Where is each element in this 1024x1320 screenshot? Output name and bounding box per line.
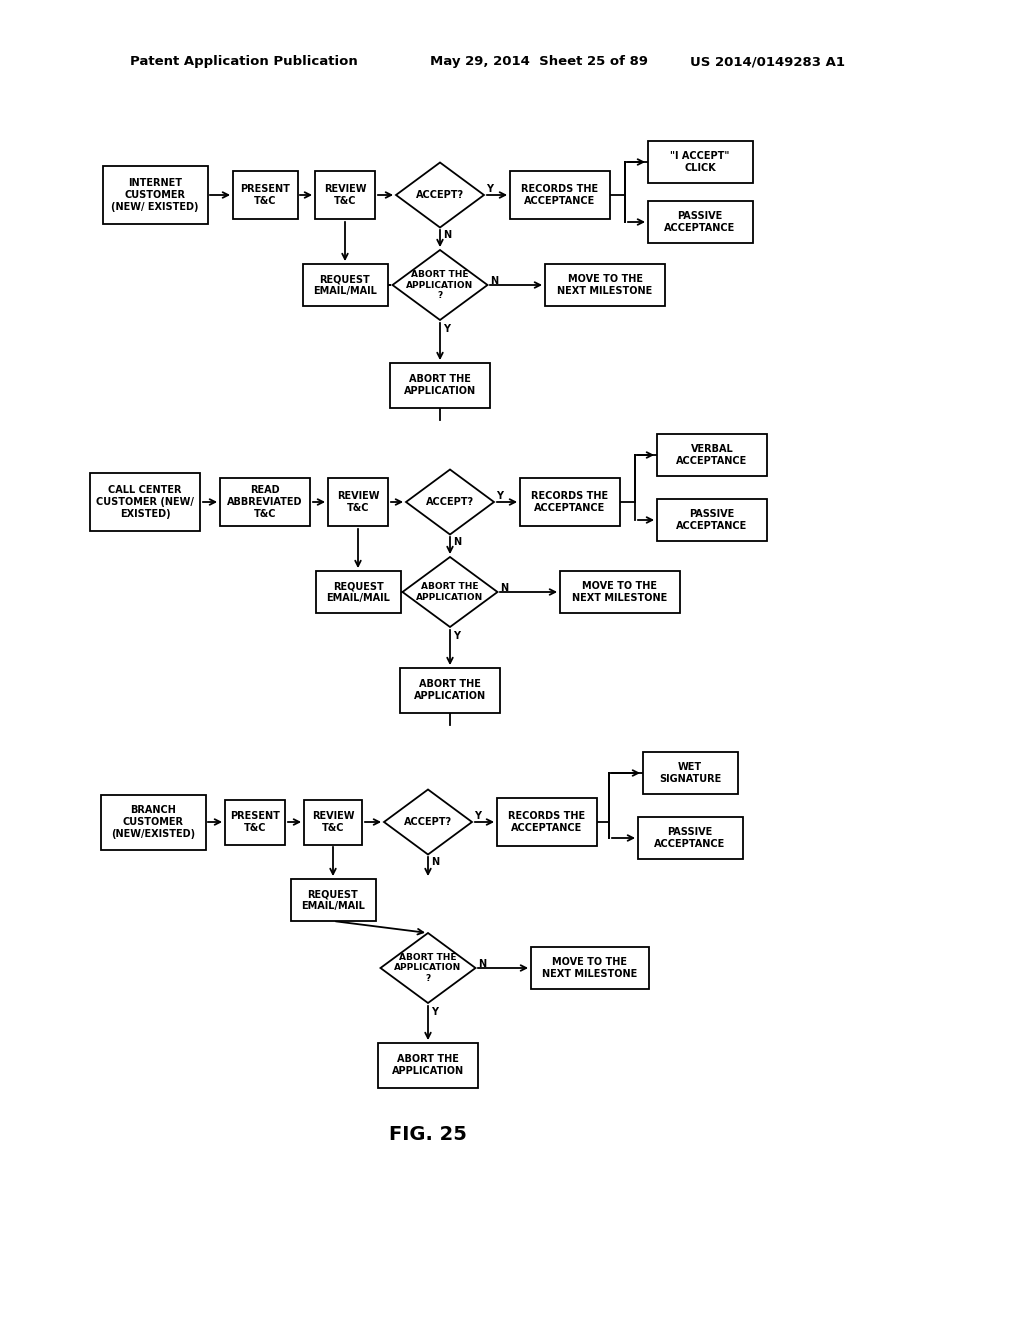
Bar — [90, 473, 200, 531]
Bar — [302, 264, 387, 306]
Bar — [647, 201, 753, 243]
Bar — [560, 572, 680, 612]
Bar — [220, 478, 310, 525]
Text: REVIEW
T&C: REVIEW T&C — [311, 812, 354, 833]
Text: N: N — [431, 857, 439, 867]
Text: N: N — [443, 230, 452, 240]
Text: PASSIVE
ACCEPTANCE: PASSIVE ACCEPTANCE — [665, 211, 735, 232]
Bar — [642, 752, 737, 795]
Text: MOVE TO THE
NEXT MILESTONE: MOVE TO THE NEXT MILESTONE — [543, 957, 638, 979]
Polygon shape — [392, 249, 487, 319]
Text: PRESENT
T&C: PRESENT T&C — [230, 812, 280, 833]
Text: PASSIVE
ACCEPTANCE: PASSIVE ACCEPTANCE — [654, 828, 726, 849]
Text: READ
ABBREVIATED
T&C: READ ABBREVIATED T&C — [227, 486, 303, 519]
Bar — [304, 800, 362, 845]
Text: ABORT THE
APPLICATION: ABORT THE APPLICATION — [414, 680, 486, 701]
Text: ABORT THE
APPLICATION
?: ABORT THE APPLICATION ? — [394, 953, 462, 983]
Bar — [232, 172, 298, 219]
Text: REVIEW
T&C: REVIEW T&C — [324, 185, 367, 206]
Bar — [400, 668, 500, 713]
Text: ACCEPT?: ACCEPT? — [426, 498, 474, 507]
Bar — [545, 264, 665, 306]
Text: BRANCH
CUSTOMER
(NEW/EXISTED): BRANCH CUSTOMER (NEW/EXISTED) — [111, 805, 195, 838]
Bar — [315, 172, 375, 219]
Text: REQUEST
EMAIL/MAIL: REQUEST EMAIL/MAIL — [313, 275, 377, 296]
Bar — [657, 434, 767, 477]
Text: Y: Y — [443, 323, 450, 334]
Polygon shape — [384, 789, 472, 854]
Bar — [100, 795, 206, 850]
Bar — [378, 1043, 478, 1088]
Text: CALL CENTER
CUSTOMER (NEW/
EXISTED): CALL CENTER CUSTOMER (NEW/ EXISTED) — [96, 486, 194, 519]
Bar — [225, 800, 285, 845]
Text: RECORDS THE
ACCEPTANCE: RECORDS THE ACCEPTANCE — [521, 185, 599, 206]
Text: RECORDS THE
ACCEPTANCE: RECORDS THE ACCEPTANCE — [531, 491, 608, 512]
Text: PRESENT
T&C: PRESENT T&C — [240, 185, 290, 206]
Text: PASSIVE
ACCEPTANCE: PASSIVE ACCEPTANCE — [677, 510, 748, 531]
Text: ACCEPT?: ACCEPT? — [416, 190, 464, 201]
Bar — [328, 478, 388, 525]
Text: ABORT THE
APPLICATION: ABORT THE APPLICATION — [403, 374, 476, 396]
Text: ACCEPT?: ACCEPT? — [403, 817, 452, 828]
Polygon shape — [402, 557, 498, 627]
Bar — [531, 946, 649, 989]
Bar — [390, 363, 490, 408]
Text: FIG. 25: FIG. 25 — [389, 1126, 467, 1144]
Polygon shape — [381, 933, 475, 1003]
Text: WET
SIGNATURE: WET SIGNATURE — [658, 762, 721, 784]
Text: Y: Y — [453, 631, 460, 642]
Text: N: N — [490, 276, 498, 286]
Text: VERBAL
ACCEPTANCE: VERBAL ACCEPTANCE — [677, 445, 748, 466]
Bar — [315, 572, 400, 612]
Bar — [510, 172, 610, 219]
Text: Y: Y — [431, 1007, 438, 1016]
Text: N: N — [500, 583, 508, 593]
Text: ABORT THE
APPLICATION: ABORT THE APPLICATION — [392, 1055, 464, 1076]
Bar — [497, 799, 597, 846]
Text: ABORT THE
APPLICATION: ABORT THE APPLICATION — [417, 582, 483, 602]
Polygon shape — [396, 162, 484, 227]
Text: INTERNET
CUSTOMER
(NEW/ EXISTED): INTERNET CUSTOMER (NEW/ EXISTED) — [112, 178, 199, 211]
Bar — [291, 879, 376, 921]
Text: N: N — [478, 960, 486, 969]
Text: Y: Y — [474, 810, 481, 821]
Text: ABORT THE
APPLICATION
?: ABORT THE APPLICATION ? — [407, 271, 474, 300]
Bar — [638, 817, 742, 859]
Bar — [520, 478, 620, 525]
Bar — [647, 141, 753, 183]
Polygon shape — [406, 470, 494, 535]
Text: Y: Y — [496, 491, 503, 502]
Text: REQUEST
EMAIL/MAIL: REQUEST EMAIL/MAIL — [326, 581, 390, 603]
Text: RECORDS THE
ACCEPTANCE: RECORDS THE ACCEPTANCE — [509, 812, 586, 833]
Text: MOVE TO THE
NEXT MILESTONE: MOVE TO THE NEXT MILESTONE — [557, 275, 652, 296]
Text: May 29, 2014  Sheet 25 of 89: May 29, 2014 Sheet 25 of 89 — [430, 55, 648, 69]
Bar — [102, 166, 208, 224]
Text: REQUEST
EMAIL/MAIL: REQUEST EMAIL/MAIL — [301, 890, 365, 911]
Text: N: N — [453, 537, 461, 546]
Text: "I ACCEPT"
CLICK: "I ACCEPT" CLICK — [671, 152, 730, 173]
Text: US 2014/0149283 A1: US 2014/0149283 A1 — [690, 55, 845, 69]
Text: Patent Application Publication: Patent Application Publication — [130, 55, 357, 69]
Bar — [657, 499, 767, 541]
Text: MOVE TO THE
NEXT MILESTONE: MOVE TO THE NEXT MILESTONE — [572, 581, 668, 603]
Text: REVIEW
T&C: REVIEW T&C — [337, 491, 379, 512]
Text: Y: Y — [486, 183, 493, 194]
